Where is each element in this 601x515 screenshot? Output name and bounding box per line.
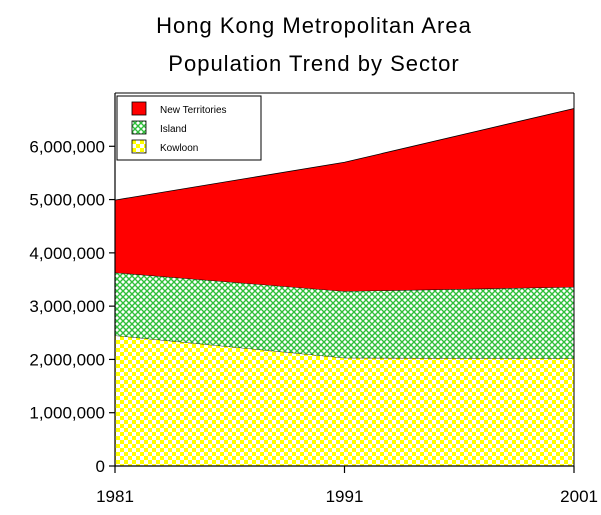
area-series-group	[114, 108, 575, 466]
area-kowloon	[115, 335, 574, 466]
axes-group: 0 1,000,000 2,000,000 3,000,000 4,000,000 5,0…	[29, 92, 598, 506]
x-tick-label: 2001	[560, 487, 598, 506]
legend-label-island: Island	[160, 124, 187, 135]
y-tick-label: 6,000,000	[29, 137, 105, 156]
legend-swatch-kowloon	[131, 139, 147, 154]
y-tick-label: 4,000,000	[29, 244, 105, 263]
chart-title-line-1: Hong Kong Metropolitan Area	[156, 13, 472, 38]
area-new-territories	[115, 108, 574, 292]
x-tick-label: 1981	[96, 487, 134, 506]
y-tick-label: 1,000,000	[29, 404, 105, 423]
y-tick-label: 0	[96, 457, 105, 476]
area-top-line-new-territories	[114, 108, 575, 201]
y-tick-label: 3,000,000	[29, 297, 105, 316]
legend-swatch-new-territories	[131, 101, 147, 116]
legend-swatch-island	[131, 120, 147, 135]
y-tick-label: 5,000,000	[29, 191, 105, 210]
y-tick-label: 2,000,000	[29, 350, 105, 369]
legend-label-new-territories: New Territories	[160, 105, 227, 116]
area-island	[115, 272, 574, 359]
x-tick-label: 1991	[326, 487, 364, 506]
legend-label-kowloon: Kowloon	[160, 143, 198, 154]
chart-title-line-2: Population Trend by Sector	[168, 51, 459, 76]
area-top-line-island	[114, 272, 575, 292]
legend: New Territories Island Kowloon	[116, 95, 262, 161]
